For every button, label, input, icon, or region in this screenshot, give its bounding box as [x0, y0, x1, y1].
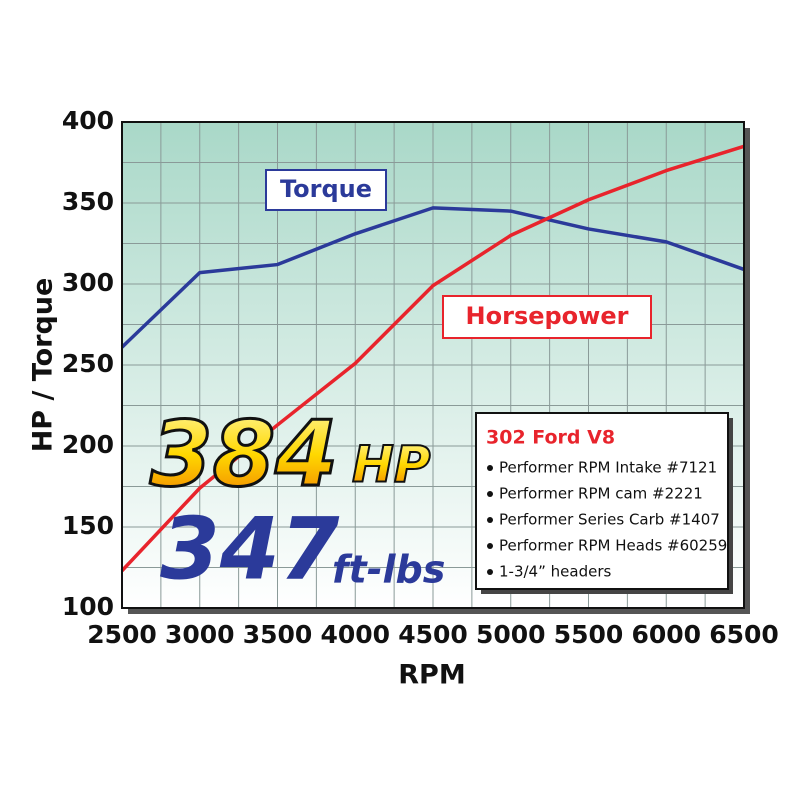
series-line	[120, 206, 745, 349]
bullet	[487, 569, 493, 575]
y-tick-label: 250	[62, 349, 114, 378]
bullet	[487, 543, 493, 549]
y-tick-label: 200	[62, 430, 114, 459]
y-axis-title: HP / Torque	[28, 278, 59, 453]
x-tick-label: 5000	[476, 620, 546, 649]
bullet	[487, 465, 493, 471]
x-tick-label: 5500	[554, 620, 624, 649]
spec-title: 302 Ford V8	[486, 427, 615, 449]
x-axis-title: RPM	[398, 660, 465, 691]
y-tick-label: 400	[62, 106, 114, 135]
x-tick-label: 4500	[398, 620, 468, 649]
spec-item: 1-3/4” headers	[499, 563, 611, 581]
x-tick-label: 3000	[165, 620, 235, 649]
plot-border	[121, 121, 745, 609]
y-tick-label: 150	[62, 511, 114, 540]
series-line	[120, 144, 745, 572]
y-tick-label: 300	[62, 268, 114, 297]
spec-item: Performer RPM cam #2221	[499, 485, 703, 503]
y-tick-label: 100	[62, 592, 114, 621]
x-tick-label: 4000	[320, 620, 390, 649]
torque-label: Torque	[280, 175, 372, 203]
torque-unit: ft-lbs	[332, 548, 445, 592]
torque-value: 347	[160, 499, 340, 599]
x-tick-label: 6000	[631, 620, 701, 649]
x-tick-label: 3500	[243, 620, 313, 649]
spec-box	[475, 412, 729, 590]
y-tick-label: 350	[62, 187, 114, 216]
x-tick-label: 2500	[87, 620, 157, 649]
hp-label-box	[442, 295, 652, 339]
x-tick-label: 6500	[709, 620, 779, 649]
bullet	[487, 517, 493, 523]
headline: 384 HP 347 ft-lbs	[149, 400, 446, 599]
spec-item: Performer Series Carb #1407	[499, 511, 720, 529]
spec-item: Performer RPM Intake #7121	[499, 459, 717, 477]
bullet	[487, 491, 493, 497]
hp-label: Horsepower	[466, 302, 629, 330]
hp-unit: HP	[352, 436, 431, 494]
spec-item: Performer RPM Heads #60259	[499, 537, 727, 555]
torque-label-box	[265, 169, 387, 211]
hp-value: 384	[150, 402, 338, 507]
